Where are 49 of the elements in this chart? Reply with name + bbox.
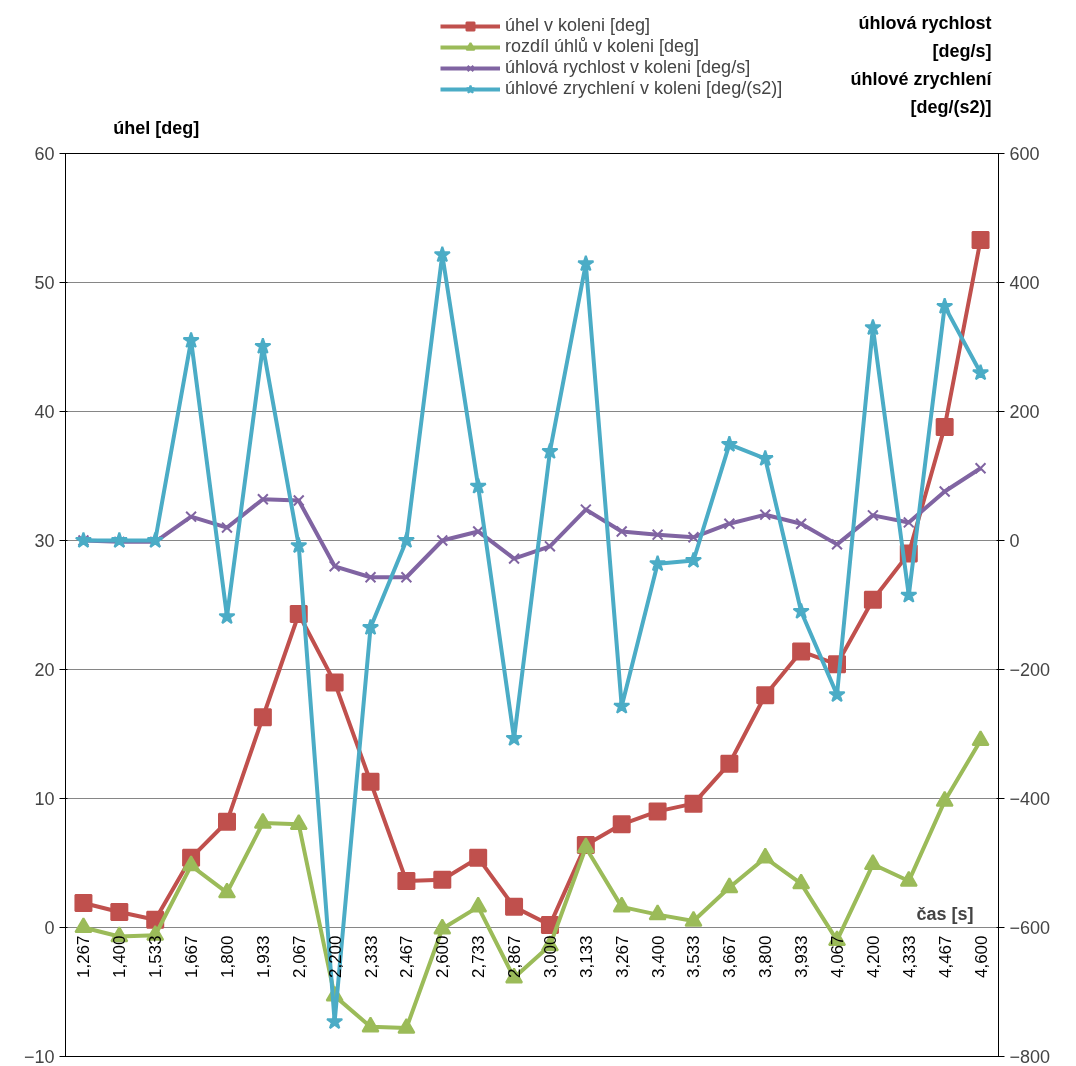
x-tick-label: 2,200 — [325, 935, 345, 979]
x-tick-label: 4,600 — [971, 935, 991, 979]
y-tick-label: 50 — [34, 273, 55, 293]
x-tick-label: 3,933 — [792, 935, 812, 979]
y-tick-label: 30 — [34, 531, 55, 551]
x-tick-label: 3,400 — [648, 935, 668, 979]
x-tick-label: 2,333 — [361, 935, 381, 979]
legend-label: úhel v koleni [deg] — [505, 15, 651, 36]
y-tick-label: 10 — [34, 789, 55, 809]
y2-tick-label: 200 — [1009, 402, 1040, 422]
y2-tick-label: 600 — [1009, 144, 1040, 164]
x-tick-label: 1,800 — [217, 935, 237, 979]
x-axis-title: čas [s] — [916, 903, 974, 924]
y-axis-title: úhel [deg] — [113, 117, 200, 138]
x-tick-label: 1,667 — [182, 935, 202, 979]
y2-tick-label: −800 — [1009, 1047, 1051, 1066]
y-tick-label: 0 — [44, 918, 55, 938]
x-tick-label: 4,200 — [863, 935, 883, 979]
x-tick-label: 3,133 — [576, 935, 596, 979]
y-tick-label: 20 — [34, 660, 55, 680]
legend-label: úhlová rychlost v koleni [deg/s] — [505, 57, 751, 78]
x-tick-label: 4,467 — [935, 935, 955, 979]
y2-axis-title: úhlová rychlost [deg/s] úhlové zrychlení [deg/(s2)] — [850, 12, 993, 117]
y2-tick-label: −600 — [1009, 918, 1051, 938]
x-tick-label: 4,333 — [899, 935, 919, 979]
x-tick-label: 3,000 — [540, 935, 560, 979]
y2-tick-label: 400 — [1009, 273, 1040, 293]
x-tick-label: 1,400 — [110, 935, 130, 979]
legend-label: rozdíl úhlů v koleni [deg] — [505, 36, 700, 57]
x-tick-label: 2,867 — [505, 935, 525, 979]
x-tick-label: 3,267 — [612, 935, 632, 979]
x-tick-label: 2,467 — [397, 935, 417, 979]
legend-label: úhlové zrychlení v koleni [deg/(s2)] — [505, 78, 783, 99]
x-tick-label: 4,067 — [828, 935, 848, 979]
y-tick-label: 60 — [34, 144, 55, 164]
x-tick-label: 2,600 — [433, 935, 453, 979]
y2-tick-label: −200 — [1009, 660, 1051, 680]
y-tick-label: −10 — [23, 1047, 55, 1066]
y-tick-label: 40 — [34, 402, 55, 422]
x-tick-label: 1,267 — [74, 935, 94, 979]
x-tick-label: 1,533 — [146, 935, 166, 979]
x-tick-label: 1,933 — [253, 935, 273, 979]
y2-tick-label: −400 — [1009, 789, 1051, 809]
x-tick-label: 2,067 — [289, 935, 309, 979]
y2-tick-label: 0 — [1009, 531, 1020, 551]
x-tick-label: 3,800 — [756, 935, 776, 979]
x-tick-label: 2,733 — [469, 935, 489, 979]
x-tick-label: 3,667 — [720, 935, 740, 979]
x-tick-label: 3,533 — [684, 935, 704, 979]
